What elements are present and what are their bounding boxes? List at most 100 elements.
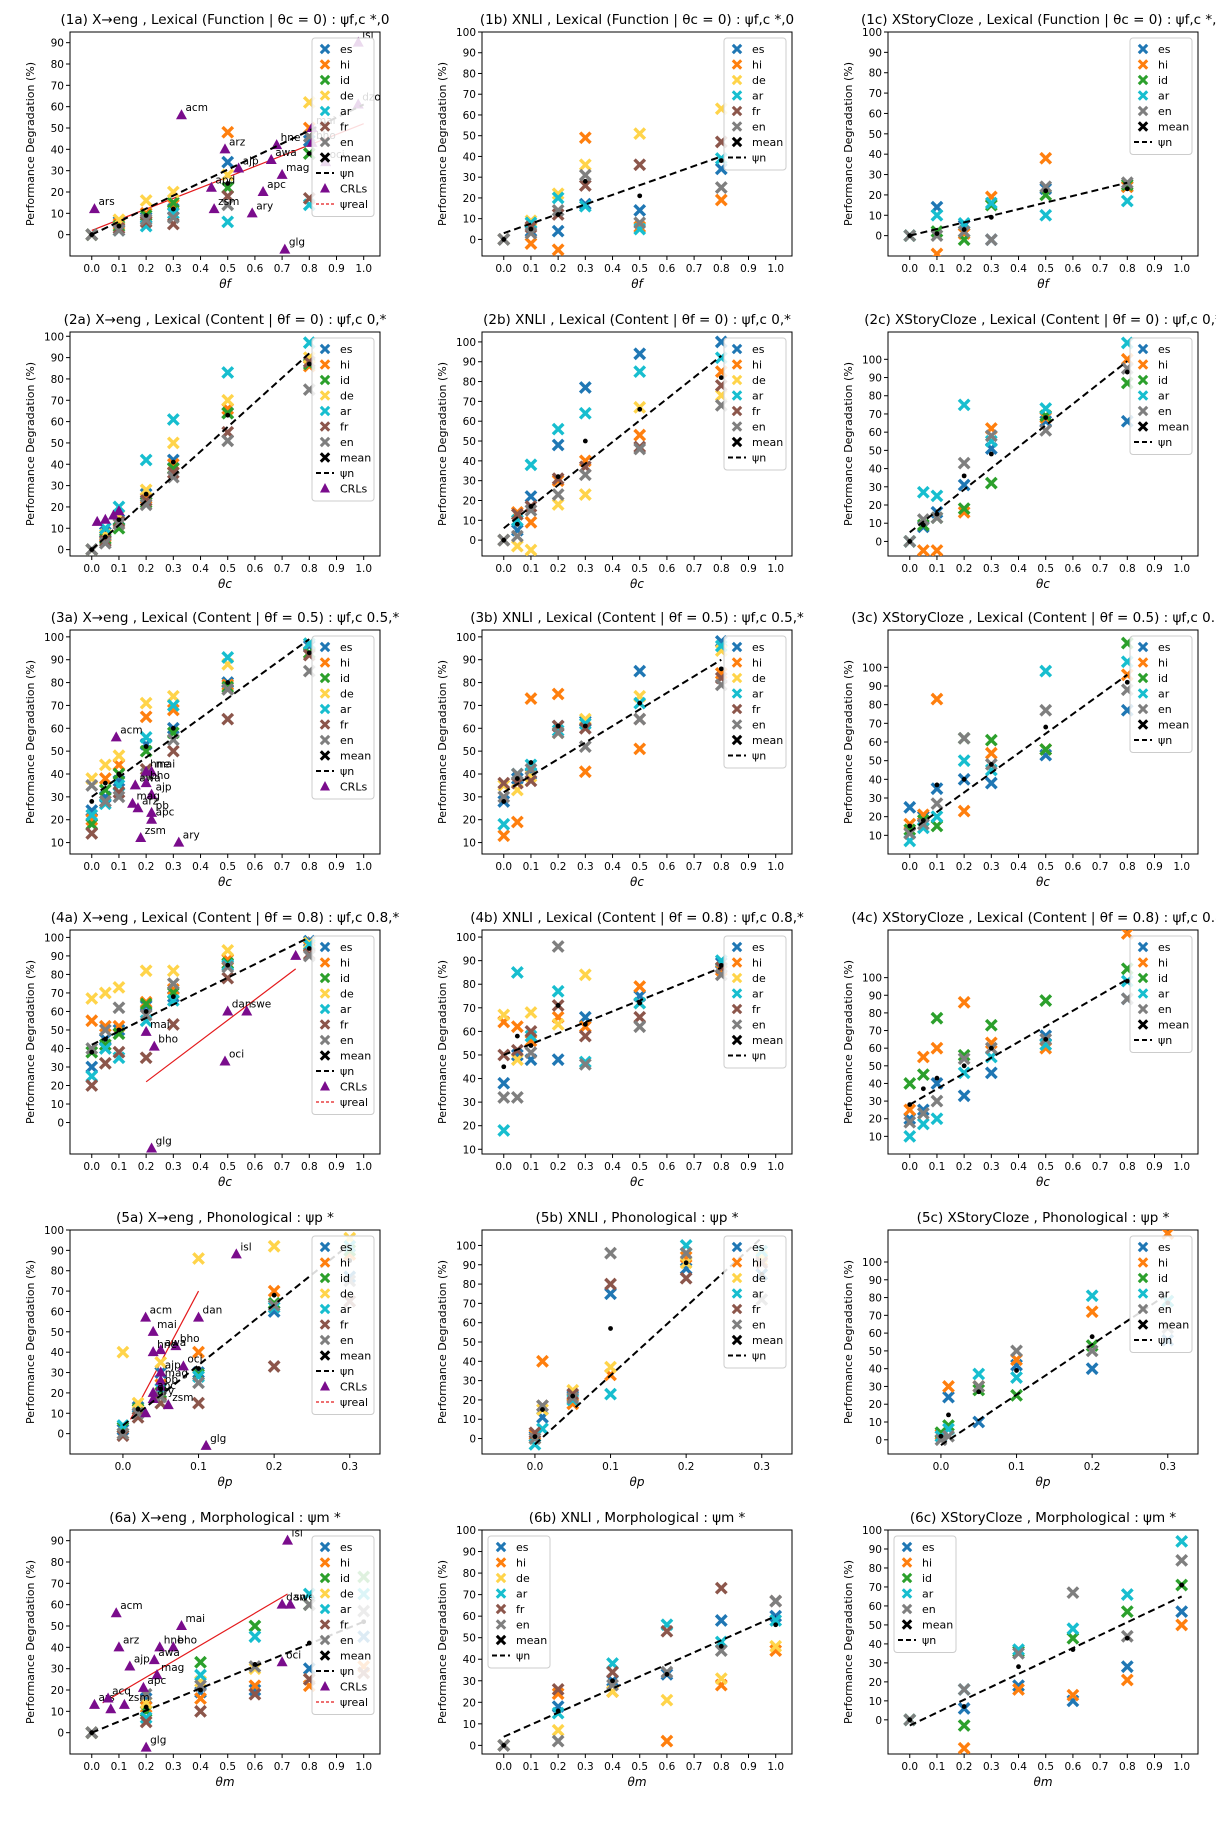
- x-tick-label: 0.0: [83, 1161, 100, 1173]
- point-hi: [957, 505, 971, 519]
- legend-label: mean: [1158, 1019, 1189, 1032]
- point-ar: [930, 208, 944, 222]
- legend: es hi id de ar fr en mean ψn CRLs ψreal: [311, 1535, 375, 1715]
- y-axis-label: Performance Degradation (%): [24, 1560, 37, 1724]
- y-tick-label: 100: [44, 632, 64, 644]
- legend-marker-ar: [1137, 90, 1149, 101]
- legend-label: ψn: [340, 1065, 354, 1078]
- y-tick-label: 40: [463, 151, 476, 163]
- point-en: [551, 726, 565, 740]
- x-tick-label: 1.0: [1173, 1161, 1190, 1173]
- point-es: [221, 155, 235, 169]
- point-ar: [221, 651, 235, 664]
- mean-point: [170, 206, 176, 212]
- legend-label: ψn: [340, 1665, 354, 1678]
- y-tick-label: 70: [463, 89, 476, 101]
- y-tick-label: 10: [463, 214, 476, 226]
- crl-marker: [110, 731, 122, 742]
- mean-point: [582, 1021, 588, 1027]
- point-en: [578, 740, 592, 753]
- mean-point: [1089, 1334, 1095, 1340]
- legend-label: de: [340, 988, 354, 1001]
- x-tick-label: 0.6: [1065, 263, 1082, 275]
- legend-label: mean: [752, 136, 783, 149]
- point-en: [633, 712, 647, 726]
- legend-label: hi: [752, 59, 762, 72]
- mean-point: [718, 158, 724, 163]
- legend: es hi id ar en mean ψn: [1129, 935, 1193, 1053]
- y-tick-label: 70: [463, 1298, 476, 1310]
- plot-area: mai bho dan swe oci glg: [85, 934, 316, 1153]
- y-tick-label: 60: [51, 102, 64, 114]
- legend-marker-ar: [731, 1288, 743, 1299]
- legend-marker-es: [731, 641, 743, 653]
- x-tick-label: 0.4: [604, 563, 621, 575]
- point-ar: [1175, 1534, 1189, 1548]
- legend-label: en: [340, 436, 354, 449]
- mean-point: [306, 650, 312, 656]
- point-ar: [1085, 1289, 1099, 1303]
- point-ar: [957, 754, 971, 768]
- crl-marker: [147, 1325, 159, 1336]
- x-tick-label: 0.0: [901, 1761, 918, 1773]
- point-fr: [139, 1715, 153, 1729]
- point-en: [578, 168, 592, 182]
- y-tick-label: 70: [51, 988, 64, 1000]
- point-hi: [98, 772, 112, 785]
- point-fr: [221, 971, 235, 985]
- point-en: [536, 1399, 549, 1413]
- legend: es hi id de ar fr en mean ψn CRLs: [311, 337, 375, 502]
- point-es: [984, 1066, 998, 1080]
- legend-label: ar: [752, 1288, 764, 1301]
- y-tick-label: 0: [875, 536, 882, 548]
- point-es: [1175, 1605, 1189, 1619]
- x-tick-label: 0.3: [983, 1761, 1000, 1773]
- x-tick-label: 0.3: [577, 1161, 594, 1173]
- point-de: [578, 488, 592, 501]
- point-hi: [633, 980, 647, 993]
- mean-point: [225, 680, 231, 685]
- x-tick-label: 0.5: [219, 1761, 236, 1773]
- legend-label: id: [340, 74, 350, 87]
- y-tick-label: 70: [463, 1590, 476, 1602]
- x-tick-label: 0.9: [328, 861, 345, 873]
- crl-marker: [113, 1641, 125, 1652]
- point-fr: [166, 466, 180, 480]
- mean-point: [501, 799, 507, 804]
- legend-label: en: [752, 121, 766, 134]
- crl-marker: [284, 1598, 296, 1609]
- point-hi: [578, 131, 592, 145]
- mean-point: [582, 178, 588, 184]
- x-tick-label: 0.0: [901, 1161, 918, 1173]
- point-es: [1085, 1362, 1099, 1376]
- crl-marker: [282, 1534, 294, 1545]
- y-tick-label: 50: [463, 746, 476, 758]
- legend-label: es: [340, 343, 353, 356]
- x-tick-label: 1.0: [767, 861, 784, 873]
- y-tick-label: 0: [469, 1434, 476, 1446]
- y-tick-label: 60: [869, 1328, 882, 1340]
- legend-label: ψn: [340, 765, 354, 778]
- y-tick-label: 30: [51, 166, 64, 178]
- crl-label: apc: [156, 807, 175, 819]
- crl-marker: [219, 1055, 231, 1066]
- legend-marker-mean: [319, 1650, 331, 1661]
- x-tick-label: 0.8: [713, 563, 730, 575]
- y-tick-label: 50: [463, 131, 476, 143]
- point-ar: [98, 1042, 112, 1055]
- x-axis-label: θp: [218, 1475, 233, 1489]
- legend-label: es: [1158, 343, 1171, 356]
- crl-marker: [146, 788, 158, 799]
- y-tick-label: 90: [51, 353, 64, 365]
- x-tick-label: 0.0: [933, 1461, 950, 1473]
- mean-point: [116, 223, 122, 229]
- plot-area: [497, 940, 728, 1137]
- y-tick-label: 50: [463, 1050, 476, 1062]
- crl-marker: [241, 1005, 253, 1016]
- crl-marker: [146, 806, 158, 817]
- legend-marker-fr: [731, 105, 743, 117]
- x-tick-label: 0.0: [527, 1461, 544, 1473]
- x-tick-label: 0.5: [631, 263, 648, 275]
- crl-marker: [290, 949, 302, 960]
- chart-panel-5b: (5b) XNLI , Phonological : ψp * 0.0 0.1 0.2…: [436, 1210, 793, 1489]
